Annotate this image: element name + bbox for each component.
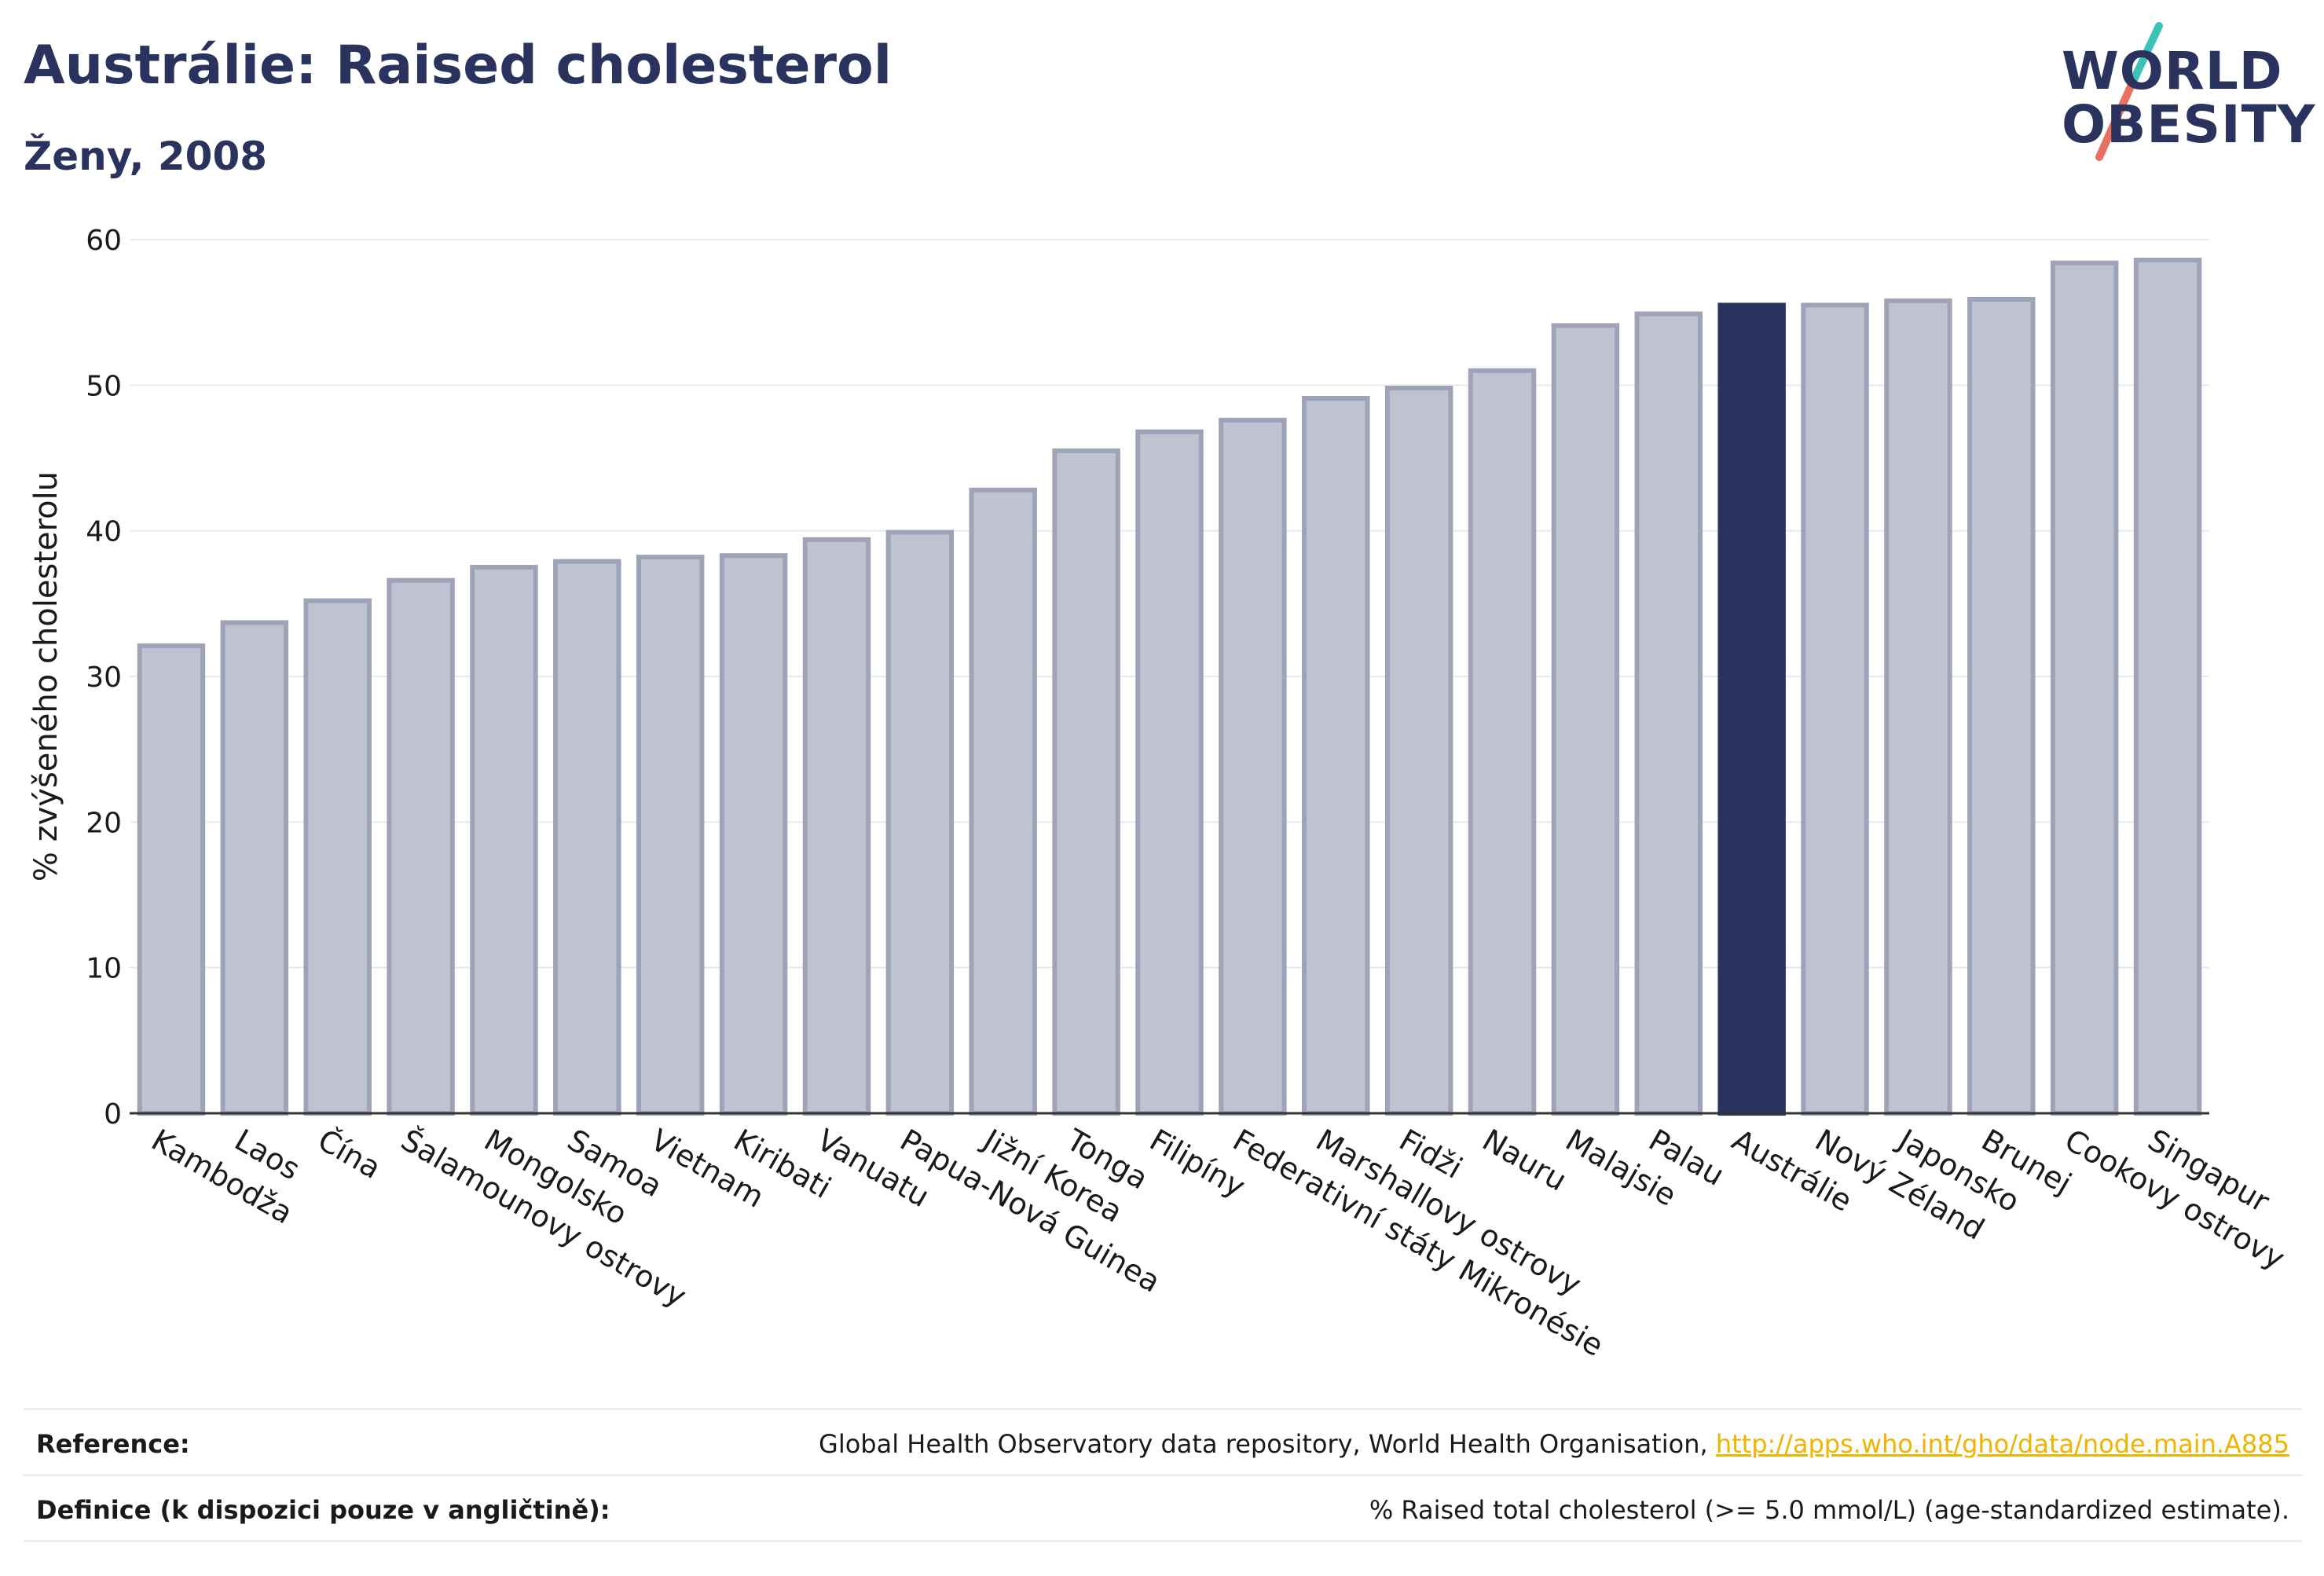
x-tick-label: Nauru: [1477, 1123, 1573, 1198]
definition-row: Definice (k dispozici pouze v angličtině…: [24, 1474, 2302, 1539]
bar[interactable]: [969, 487, 1037, 1116]
reference-row: Reference: Global Health Observatory dat…: [24, 1408, 2302, 1473]
y-tick-label: 40: [86, 516, 122, 548]
bar[interactable]: [1717, 302, 1786, 1116]
bar[interactable]: [137, 643, 206, 1116]
bar[interactable]: [802, 537, 871, 1116]
bar[interactable]: [1468, 368, 1537, 1116]
bar[interactable]: [1967, 296, 2036, 1116]
bar[interactable]: [1384, 386, 1453, 1116]
y-axis-label: % zvýšeného cholesterolu: [28, 471, 64, 881]
y-tick-label: 60: [86, 225, 122, 257]
y-tick-label: 0: [104, 1098, 122, 1131]
reference-text: Global Health Observatory data repositor…: [819, 1429, 1716, 1459]
bar[interactable]: [1634, 311, 1703, 1116]
bar[interactable]: [2133, 257, 2202, 1116]
bar[interactable]: [553, 559, 621, 1116]
bar[interactable]: [1551, 323, 1620, 1116]
bar[interactable]: [1801, 302, 1869, 1116]
bar[interactable]: [1219, 417, 1287, 1116]
footer-divider: [24, 1540, 2302, 1542]
y-tick-label: 20: [86, 807, 122, 839]
logo-slash-icon: [2095, 22, 2163, 161]
page-title: Austrálie: Raised cholesterol: [24, 35, 893, 97]
y-tick-label: 50: [86, 370, 122, 402]
x-tick-label: Čína: [312, 1123, 387, 1186]
reference-label: Reference:: [36, 1429, 190, 1459]
bar[interactable]: [1302, 396, 1370, 1116]
reference-link[interactable]: http://apps.who.int/gho/data/node.main.A…: [1715, 1429, 2289, 1459]
page-subtitle: Ženy, 2008: [24, 134, 268, 179]
logo-text-world: WORLD: [2062, 41, 2283, 101]
logo-text-obesity: OBESITY: [2062, 94, 2316, 155]
bar[interactable]: [2050, 260, 2119, 1116]
reference-value: Global Health Observatory data repositor…: [819, 1429, 2289, 1459]
y-tick-labels: 0 10 20 30 40 50 60: [86, 225, 122, 1131]
bar[interactable]: [303, 598, 372, 1116]
bar[interactable]: [470, 565, 538, 1116]
y-tick-label: 10: [86, 953, 122, 985]
x-tick-label: Filipíny: [1144, 1123, 1251, 1204]
bar[interactable]: [220, 620, 289, 1116]
bar[interactable]: [719, 553, 788, 1116]
y-tick-label: 30: [86, 662, 122, 694]
definition-value: % Raised total cholesterol (>= 5.0 mmol/…: [1369, 1495, 2289, 1525]
bar[interactable]: [1135, 429, 1204, 1116]
bar[interactable]: [636, 555, 705, 1116]
bar[interactable]: [387, 577, 455, 1116]
world-obesity-logo: WORLD OBESITY: [2043, 22, 2315, 163]
bar[interactable]: [1884, 298, 1952, 1116]
bar[interactable]: [885, 530, 955, 1116]
bars: [137, 257, 2202, 1116]
bar[interactable]: [1052, 448, 1120, 1116]
definition-label: Definice (k dispozici pouze v angličtině…: [36, 1495, 610, 1525]
